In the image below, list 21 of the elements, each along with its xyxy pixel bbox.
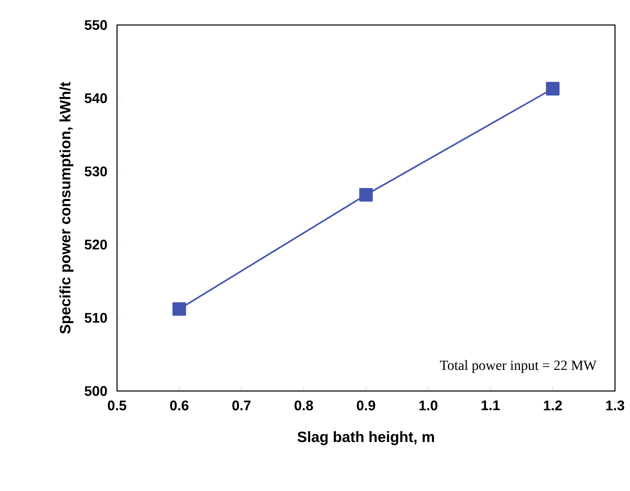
x-tick-label: 0.7 [232, 400, 251, 410]
point [546, 82, 560, 96]
x-tick-label: 0.6 [170, 400, 188, 410]
annotation: Total power input = 22 MW [440, 360, 597, 373]
y-axis-title: Specific power consumption, kWh/t [59, 82, 74, 334]
x-tick-label: 1.1 [482, 400, 500, 410]
y-tick-label: 550 [84, 20, 107, 30]
x-tick-label: 0.5 [108, 400, 126, 410]
point [359, 188, 373, 202]
point [172, 302, 186, 316]
x-tick-label: 1.0 [419, 400, 438, 410]
y-tick-label: 540 [84, 93, 107, 104]
x-tick-label: 1.2 [544, 400, 562, 410]
y-tick-label: 520 [84, 240, 107, 250]
x-axis-title: Slag bath height, m [298, 431, 434, 446]
x-tick-label: 0.9 [356, 400, 376, 410]
y-tick-label: 500 [84, 386, 107, 396]
x-tick-label: 1.3 [606, 400, 624, 410]
y-tick-label: 530 [84, 166, 107, 176]
y-tick-label: 510 [84, 312, 107, 323]
x-tick-label: 0.8 [294, 400, 314, 410]
